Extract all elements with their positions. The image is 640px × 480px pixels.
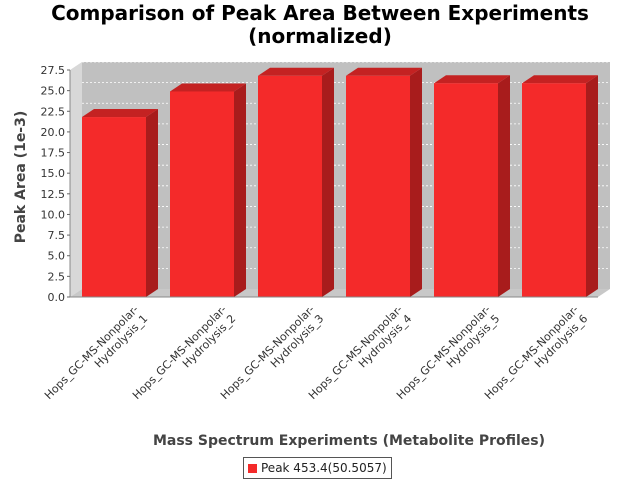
bar-top <box>346 67 422 76</box>
y-axis: 0.0 2.5 5.0 7.5 10.0 12.5 15.0 17.5 20.0 22.5 25.0… <box>41 64 71 304</box>
bar-top <box>170 83 246 92</box>
y-axis-label: Peak Area (1e-3) <box>13 111 29 244</box>
y-tick-label: 15.0 <box>41 167 66 180</box>
y-tick-label: 0.0 <box>48 291 66 304</box>
bar <box>170 83 246 297</box>
y-tick-label: 17.5 <box>41 147 66 160</box>
bar-front <box>170 91 234 297</box>
y-tick-label: 12.5 <box>41 188 66 201</box>
bar-top <box>82 109 158 118</box>
bar <box>346 67 422 297</box>
bar-top <box>522 75 598 84</box>
bar-side <box>410 67 422 297</box>
bar-top <box>258 67 334 76</box>
bar <box>522 75 598 297</box>
bar-front <box>346 75 410 297</box>
bar-side <box>586 75 598 297</box>
y-tick-label: 10.0 <box>41 208 66 221</box>
legend-swatch <box>248 463 257 473</box>
chart-title: Comparison of Peak Area Between Experime… <box>0 2 640 48</box>
y-tick-label: 2.5 <box>48 270 66 283</box>
y-tick-label: 22.5 <box>41 105 66 118</box>
plot-wall <box>70 62 82 297</box>
bar-side <box>146 109 158 298</box>
y-tick-label: 7.5 <box>48 229 66 242</box>
y-tick-label: 20.0 <box>41 126 66 139</box>
legend: Peak 453.4(50.5057) <box>243 457 392 479</box>
legend-label: Peak 453.4(50.5057) <box>261 461 387 475</box>
bar <box>258 67 334 297</box>
bar <box>434 75 510 297</box>
bar-front <box>522 83 586 297</box>
chart-title-line2: (normalized) <box>248 24 392 48</box>
bar-top <box>434 75 510 84</box>
bar <box>82 109 158 298</box>
bar-side <box>322 67 334 297</box>
bar-front <box>258 75 322 297</box>
y-tick-label: 27.5 <box>41 64 66 77</box>
y-tick-label: 25.0 <box>41 85 66 98</box>
bar-side <box>234 83 246 297</box>
y-tick-label: 5.0 <box>48 250 66 263</box>
bar-side <box>498 75 510 297</box>
bars <box>82 67 598 298</box>
x-tick-label-line: Hops_GC-MS-Nonpolar- <box>42 303 141 402</box>
chart-title-line1: Comparison of Peak Area Between Experime… <box>51 1 589 25</box>
x-axis-label: Mass Spectrum Experiments (Metabolite Pr… <box>153 433 545 449</box>
bar-front <box>434 83 498 297</box>
x-axis: Hops_GC-MS-Nonpolar-Hydrolysis_1Hops_GC-… <box>42 296 598 402</box>
bar-front <box>82 117 146 298</box>
